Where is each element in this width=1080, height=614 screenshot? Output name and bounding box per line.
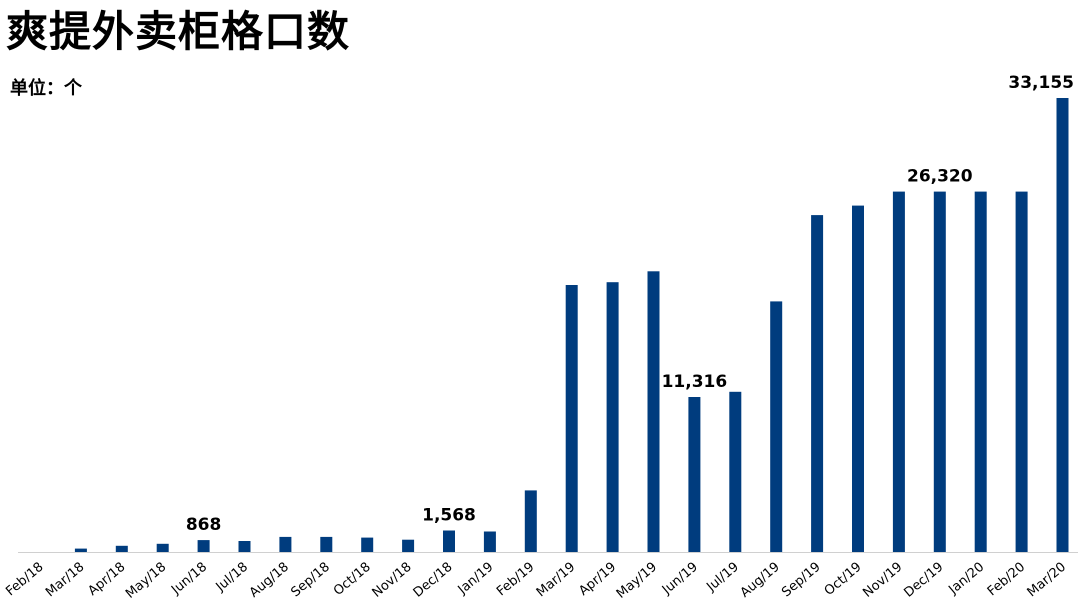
x-tick-label: Sep/19: [779, 560, 823, 601]
x-tick-label: May/19: [614, 560, 660, 602]
x-tick-label: Oct/18: [331, 560, 374, 599]
bar-mar-19: [565, 285, 578, 552]
bar-jul-19: [729, 391, 742, 552]
bar-oct-19: [852, 205, 864, 552]
x-tick-label: Jul/18: [213, 560, 251, 596]
x-tick-label: Jan/20: [945, 560, 987, 598]
bar-sep-18: [320, 536, 333, 552]
data-label: 1,568: [422, 506, 476, 526]
bar-dec-18: [443, 530, 455, 552]
x-tick-label: Apr/19: [576, 560, 619, 599]
bar-oct-18: [361, 537, 374, 552]
x-tick-label: Jun/19: [659, 560, 701, 599]
x-tick-label: Mar/18: [43, 560, 87, 601]
x-tick-label: Aug/18: [247, 560, 292, 601]
bar-aug-19: [770, 301, 783, 552]
data-label: 26,320: [907, 167, 973, 187]
bar-jan-19: [483, 531, 496, 552]
x-tick-label: Apr/18: [85, 560, 128, 599]
x-tick-label: Nov/18: [370, 560, 415, 601]
x-tick-label: Jun/18: [168, 560, 210, 599]
bar-apr-19: [606, 282, 619, 552]
bar-feb-19: [524, 490, 537, 552]
x-tick-label: Feb/20: [985, 560, 1028, 600]
bar-mar-20: [1056, 98, 1069, 552]
x-tick-label: Aug/19: [738, 560, 783, 601]
bar-jul-18: [238, 541, 251, 552]
bar-feb-20: [1015, 191, 1028, 552]
bar-dec-19: [933, 191, 946, 552]
x-tick-label: Feb/18: [3, 560, 46, 600]
x-tick-label: Oct/19: [822, 560, 865, 599]
data-label: 11,316: [662, 372, 728, 392]
chart-title: 爽提外卖柜格口数: [6, 7, 351, 56]
unit-label: 单位：个: [10, 78, 82, 99]
bar-may-18: [156, 543, 169, 552]
bar-jan-20: [974, 191, 987, 552]
bar-nov-19: [892, 191, 905, 552]
x-tick-label: May/18: [123, 560, 169, 602]
bar-sep-19: [811, 215, 824, 552]
x-tick-label: Mar/19: [534, 560, 578, 601]
x-tick-label: Sep/18: [288, 560, 332, 601]
data-label: 33,155: [1008, 73, 1074, 93]
x-tick-label: Nov/19: [860, 560, 905, 601]
bar-jun-19: [688, 397, 701, 552]
x-tick-label: Mar/20: [1025, 560, 1069, 601]
bar-nov-18: [402, 539, 415, 552]
bar-may-19: [647, 271, 660, 552]
x-tick-label: Jan/19: [455, 560, 497, 598]
x-tick-label: Jul/19: [703, 560, 741, 596]
bar-aug-18: [279, 536, 292, 552]
x-tick-label: Feb/19: [494, 560, 537, 600]
bar-mar-18: [74, 548, 87, 552]
bar-apr-18: [115, 545, 128, 552]
data-label: 868: [186, 515, 222, 535]
x-tick-label: Dec/19: [901, 560, 946, 601]
bar-jun-18: [197, 540, 210, 552]
x-tick-label: Dec/18: [411, 560, 456, 601]
